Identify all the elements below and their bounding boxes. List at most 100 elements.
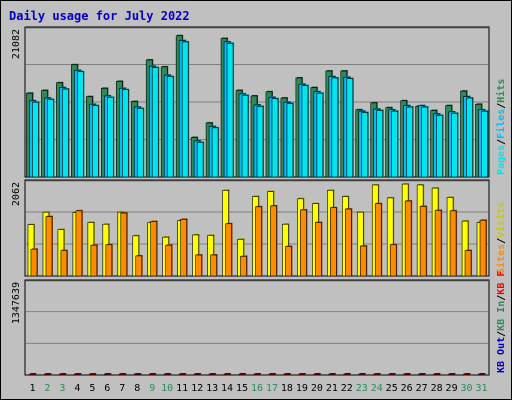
legend-entry: / — [496, 139, 507, 145]
bar-kb-f-day-3 — [59, 373, 66, 376]
bar-sites-day-25 — [389, 244, 397, 277]
bar-sites-day-29 — [449, 210, 457, 277]
x-tick-label: 21 — [326, 383, 338, 394]
x-tick-label: 3 — [59, 383, 65, 394]
x-tick-label: 18 — [281, 383, 293, 394]
bar-sites-day-20 — [315, 222, 322, 277]
bar-sites-day-15 — [240, 256, 247, 277]
bar-pages-day-23 — [361, 112, 369, 178]
bar-shadow — [329, 373, 336, 374]
bar-kb-f-day-27 — [418, 373, 425, 376]
bar-shadow — [419, 373, 426, 374]
x-tick-label: 27 — [416, 383, 428, 394]
bar-shadow — [389, 373, 396, 374]
legend-entry: Sites — [495, 244, 507, 274]
x-tick-label: 16 — [251, 383, 263, 394]
bar-shadow — [210, 373, 217, 374]
bar-sites-day-3 — [60, 250, 68, 277]
plot-area — [24, 279, 490, 376]
bar-shadow — [195, 373, 202, 374]
bar-kb-f-day-31 — [478, 373, 485, 376]
x-tick-label: 30 — [461, 383, 473, 394]
bar-shadow — [120, 373, 127, 374]
bar-shadow — [105, 373, 112, 374]
bar-shadow — [344, 373, 351, 374]
bar-pages-day-30 — [466, 97, 473, 178]
bar-pages-day-26 — [406, 106, 413, 178]
bar-shadow — [464, 373, 471, 374]
series-kb-f — [29, 373, 486, 376]
bar-shadow — [434, 373, 441, 374]
bar-pages-day-15 — [241, 94, 249, 178]
bar-kb-f-day-24 — [373, 373, 381, 376]
bar-sites-day-8 — [135, 255, 143, 277]
y-max-label: 1347639 — [11, 282, 22, 324]
x-tick-label: 28 — [431, 383, 443, 394]
bar-kb-f-day-22 — [343, 373, 351, 376]
bar-pages-day-28 — [436, 115, 443, 178]
bar-kb-f-day-8 — [133, 373, 141, 376]
bar-sites-day-21 — [330, 207, 337, 277]
x-tick-label: 17 — [266, 383, 278, 394]
bar-kb-f-day-1 — [29, 373, 36, 376]
bar-pages-day-5 — [92, 105, 99, 178]
bar-pages-day-11 — [181, 41, 189, 178]
x-tick-label: 13 — [206, 383, 218, 394]
bar-pages-day-16 — [256, 106, 264, 178]
x-tick-label: 14 — [221, 383, 233, 394]
chart-title: Daily usage for July 2022 — [9, 9, 190, 23]
bar-pages-day-31 — [481, 110, 488, 178]
bar-pages-day-24 — [376, 110, 384, 178]
bar-sites-day-18 — [285, 246, 292, 277]
bar-kb-f-day-20 — [313, 373, 321, 376]
bar-sites-day-11 — [180, 219, 187, 277]
bar-shadow — [165, 373, 172, 374]
bar-shadow — [135, 373, 142, 374]
x-tick-label: 8 — [134, 383, 140, 394]
series-sites — [30, 200, 488, 277]
x-tick-label: 9 — [149, 383, 155, 394]
bar-sites-day-9 — [150, 221, 158, 277]
bar-kb-f-day-28 — [433, 373, 440, 376]
panel-legend: Pages/Files/Hits — [495, 79, 507, 175]
bar-sites-day-7 — [120, 212, 128, 277]
bar-shadow — [90, 373, 97, 374]
bar-kb-f-day-11 — [178, 373, 186, 376]
bar-shadow — [45, 373, 52, 374]
legend-entry: / — [496, 103, 507, 109]
bar-pages-day-7 — [121, 89, 129, 178]
y-max-label: 21082 — [11, 29, 22, 59]
bar-pages-day-29 — [451, 112, 458, 178]
bar-pages-day-21 — [331, 77, 339, 178]
bar-shadow — [299, 373, 306, 374]
legend-entry: Pages — [496, 145, 507, 175]
bar-sites-day-16 — [255, 206, 262, 277]
x-tick-label: 25 — [386, 383, 398, 394]
bar-shadow — [60, 373, 67, 374]
bar-sites-day-28 — [434, 210, 442, 277]
legend-entry: / — [496, 295, 507, 301]
bar-sites-day-17 — [270, 205, 277, 277]
x-tick-label: 15 — [236, 383, 248, 394]
bar-shadow — [479, 373, 486, 374]
bar-pages-day-22 — [346, 78, 354, 178]
x-tick-label: 26 — [401, 383, 413, 394]
bar-kb-f-day-17 — [268, 373, 276, 376]
panel-legend: Sites/Visits — [495, 202, 507, 274]
legend-entry: Files — [495, 109, 507, 139]
legend-entry: Hits — [495, 79, 507, 103]
panel-legend: KB Out/KB In/KB F — [496, 271, 507, 373]
legend-entry: KB Out — [496, 337, 507, 373]
bar-kb-f-day-25 — [388, 373, 396, 376]
bar-pages-day-18 — [286, 103, 294, 178]
chart-panels: 21082Pages/Files/Hits2062Sites/Visits134… — [11, 26, 507, 376]
x-tick-label: 20 — [311, 383, 323, 394]
bar-sites-day-24 — [374, 203, 382, 277]
bar-kb-f-day-26 — [403, 373, 410, 376]
x-tick-label: 31 — [475, 383, 487, 394]
y-max-label: 2062 — [11, 182, 22, 206]
bar-shadow — [225, 373, 232, 374]
